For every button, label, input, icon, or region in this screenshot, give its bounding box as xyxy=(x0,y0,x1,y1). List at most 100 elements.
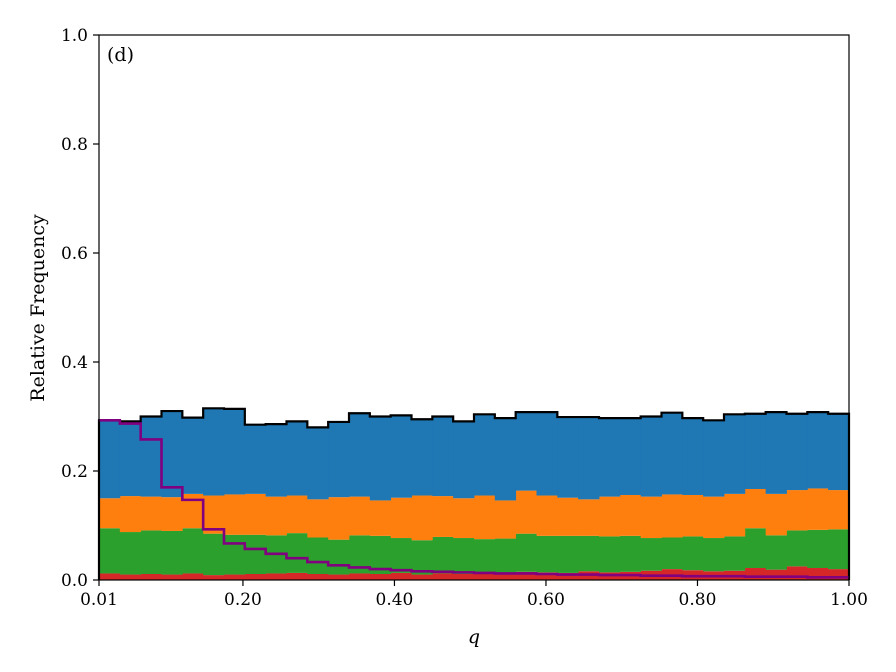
bar-series-2-bin-32 xyxy=(765,493,787,536)
x-axis-label: q xyxy=(468,626,480,648)
bar-series-1-bin-23 xyxy=(578,535,600,572)
bar-series-0-bin-3 xyxy=(161,574,183,580)
bar-series-3-bin-33 xyxy=(786,413,808,491)
bar-series-0-bin-35 xyxy=(828,569,850,580)
bar-series-0-bin-1 xyxy=(119,574,142,580)
bar-series-3-bin-0 xyxy=(99,420,121,499)
bar-series-1-bin-17 xyxy=(453,538,475,575)
bar-series-2-bin-35 xyxy=(828,490,850,530)
bar-series-2-bin-0 xyxy=(99,498,121,529)
total-outline-step xyxy=(97,407,851,580)
bar-series-3-bin-5 xyxy=(203,408,225,496)
bar-series-1-bin-18 xyxy=(474,539,496,573)
bar-series-2-bin-20 xyxy=(515,490,537,534)
bar-series-3-bin-28 xyxy=(682,418,704,495)
bar-series-3-bin-20 xyxy=(515,412,537,491)
y-tick-label: 0.6 xyxy=(61,244,88,264)
bar-series-0-bin-5 xyxy=(203,575,225,580)
bar-series-0-bin-13 xyxy=(369,574,392,580)
bar-series-2-bin-33 xyxy=(786,490,808,531)
bar-series-3-bin-25 xyxy=(619,418,642,495)
bar-series-0-bin-9 xyxy=(286,572,308,580)
bar-series-0-bin-22 xyxy=(557,572,579,580)
bar-series-1-bin-21 xyxy=(536,535,558,573)
bar-series-3-bin-19 xyxy=(494,418,517,501)
bar-series-3-bin-35 xyxy=(828,413,850,491)
y-axis-label: Relative Frequency xyxy=(27,214,49,402)
bar-series-2-bin-21 xyxy=(536,495,558,536)
bar-series-1-bin-13 xyxy=(369,535,392,575)
bar-series-0-bin-2 xyxy=(140,574,162,580)
bar-series-1-bin-7 xyxy=(244,534,267,575)
x-axis-ticks: 0.01 0.20 0.40 0.60 0.80 1.00 xyxy=(80,580,868,610)
bar-series-2-bin-7 xyxy=(244,493,267,535)
bar-series-2-bin-3 xyxy=(161,497,183,531)
bar-series-2-bin-8 xyxy=(265,496,287,536)
bar-series-3-bin-21 xyxy=(536,412,558,496)
bar-series-2-bin-24 xyxy=(599,496,621,537)
bar-series-1-bin-24 xyxy=(599,536,621,573)
bar-series-3-bin-4 xyxy=(182,417,204,494)
bar-series-0-bin-0 xyxy=(99,573,121,580)
bar-series-3-bin-14 xyxy=(390,415,412,498)
bar-series-1-bin-30 xyxy=(724,536,746,571)
bar-series-3-bin-27 xyxy=(661,412,683,495)
bar-series-0-bin-21 xyxy=(536,572,558,580)
bar-series-2-bin-6 xyxy=(224,494,246,535)
bar-series-0-bin-8 xyxy=(265,573,287,580)
bar-series-3-bin-15 xyxy=(411,419,433,496)
bar-series-3-bin-13 xyxy=(369,416,392,501)
x-tick-label: 0.20 xyxy=(224,590,262,610)
bar-series-3-bin-3 xyxy=(161,411,183,498)
bar-series-3-bin-34 xyxy=(807,412,829,489)
bar-series-1-bin-29 xyxy=(703,538,725,572)
bar-series-2-bin-16 xyxy=(432,496,454,537)
bar-series-0-bin-4 xyxy=(182,573,204,580)
bar-series-2-bin-25 xyxy=(619,494,642,536)
x-tick-label: 0.40 xyxy=(376,590,414,610)
bar-series-1-bin-3 xyxy=(161,530,183,575)
bar-series-3-bin-24 xyxy=(599,418,621,497)
bar-series-0-bin-19 xyxy=(494,573,517,580)
bar-series-3-bin-7 xyxy=(244,424,267,494)
bar-series-1-bin-1 xyxy=(119,532,142,575)
bar-series-3-bin-10 xyxy=(307,427,329,500)
bar-series-1-bin-14 xyxy=(390,538,412,573)
bar-series-2-bin-2 xyxy=(140,496,162,531)
bar-series-2-bin-30 xyxy=(724,493,746,537)
bar-series-2-bin-34 xyxy=(807,488,829,530)
stacked-bars xyxy=(99,408,850,580)
bar-series-0-bin-34 xyxy=(807,568,829,580)
bar-series-3-bin-32 xyxy=(765,412,787,494)
bar-series-3-bin-23 xyxy=(578,417,600,500)
bar-series-1-bin-15 xyxy=(411,540,433,575)
bar-series-2-bin-14 xyxy=(390,497,412,539)
bar-series-0-bin-7 xyxy=(244,574,267,580)
y-tick-label: 0.0 xyxy=(61,571,88,591)
bar-series-2-bin-5 xyxy=(203,495,225,534)
bar-series-1-bin-32 xyxy=(765,535,787,570)
bar-series-0-bin-6 xyxy=(224,574,246,580)
bar-series-2-bin-18 xyxy=(474,495,496,540)
bar-series-1-bin-28 xyxy=(682,536,704,571)
plot-frame xyxy=(98,34,850,581)
bar-series-3-bin-31 xyxy=(744,413,767,489)
bar-series-1-bin-4 xyxy=(182,528,204,574)
bar-series-1-bin-31 xyxy=(744,528,767,569)
bar-series-3-bin-8 xyxy=(265,424,287,497)
bar-series-2-bin-23 xyxy=(578,499,600,536)
bar-series-1-bin-0 xyxy=(99,528,121,574)
bar-series-1-bin-6 xyxy=(224,534,246,575)
bar-series-1-bin-20 xyxy=(515,533,537,572)
bar-series-2-bin-10 xyxy=(307,499,329,538)
bar-series-3-bin-16 xyxy=(432,416,454,497)
bar-series-1-bin-9 xyxy=(286,533,308,573)
bar-series-3-bin-18 xyxy=(474,414,496,496)
y-tick-label: 1.0 xyxy=(61,26,88,46)
bar-series-2-bin-12 xyxy=(349,496,371,536)
bar-series-0-bin-10 xyxy=(307,574,329,580)
bar-series-0-bin-11 xyxy=(328,574,350,580)
bar-series-2-bin-4 xyxy=(182,493,204,529)
bar-series-1-bin-34 xyxy=(807,529,829,569)
bar-series-1-bin-35 xyxy=(828,529,850,570)
